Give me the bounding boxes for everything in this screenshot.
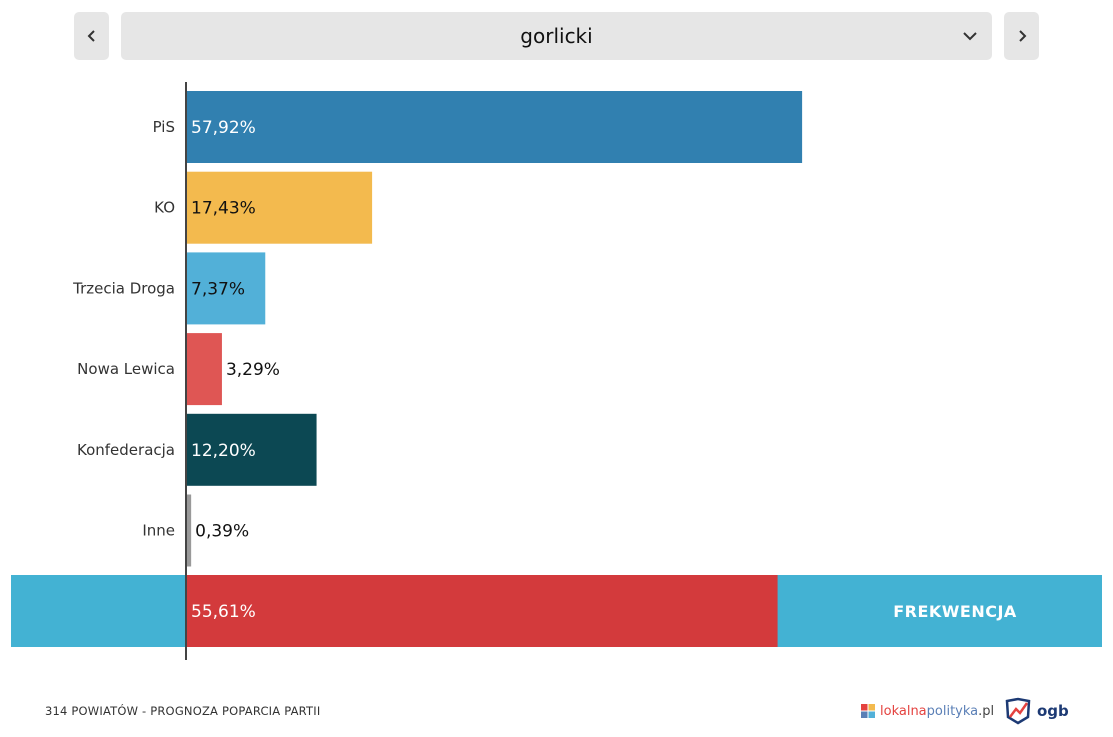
category-label-0: PiS <box>153 118 175 136</box>
bar-2 <box>187 252 266 325</box>
region-select-value: gorlicki <box>520 24 593 48</box>
ogb-text: ogb <box>1037 702 1069 720</box>
chevron-right-icon <box>1018 30 1026 42</box>
category-label-3: Nowa Lewica <box>77 360 175 378</box>
logo-text-part3: .pl <box>978 703 995 719</box>
category-label-1: KO <box>154 199 175 217</box>
logo-text-part2: polityka <box>926 703 979 719</box>
category-label-4: Konfederacja <box>77 441 175 459</box>
turnout-value-label: 55,61% <box>191 602 256 622</box>
bar-4 <box>187 413 317 486</box>
turnout-label: FREKWENCJA <box>893 602 1017 621</box>
bar-3 <box>187 333 222 406</box>
chevron-left-icon <box>87 30 95 42</box>
region-select[interactable]: gorlicki <box>121 12 992 60</box>
value-label-2: 7,37% <box>191 279 245 299</box>
value-label-3: 3,29% <box>226 360 280 380</box>
turnout-bar <box>187 575 778 647</box>
footer-caption: 314 POWIATÓW - PROGNOZA POPARCIA PARTII <box>45 704 321 718</box>
previous-button[interactable] <box>74 12 109 60</box>
value-label-4: 12,20% <box>191 441 256 461</box>
logo-text-part1: lokalna <box>880 703 927 719</box>
chevron-down-icon <box>963 32 977 41</box>
value-label-5: 0,39% <box>195 522 249 542</box>
lokalnapolityka-logo: lokalnapolityka.pl <box>860 703 994 719</box>
value-label-0: 57,92% <box>191 118 256 138</box>
lokalnapolityka-icon <box>861 704 875 718</box>
category-label-2: Trzecia Droga <box>72 279 175 297</box>
category-label-5: Inne <box>142 522 175 540</box>
ogb-logo: ogb <box>1004 697 1069 725</box>
next-button[interactable] <box>1004 12 1039 60</box>
ogb-icon <box>1005 697 1031 725</box>
bar-5 <box>187 494 192 567</box>
bar-0 <box>187 91 803 163</box>
value-label-1: 17,43% <box>191 199 256 219</box>
bar-1 <box>187 171 373 244</box>
